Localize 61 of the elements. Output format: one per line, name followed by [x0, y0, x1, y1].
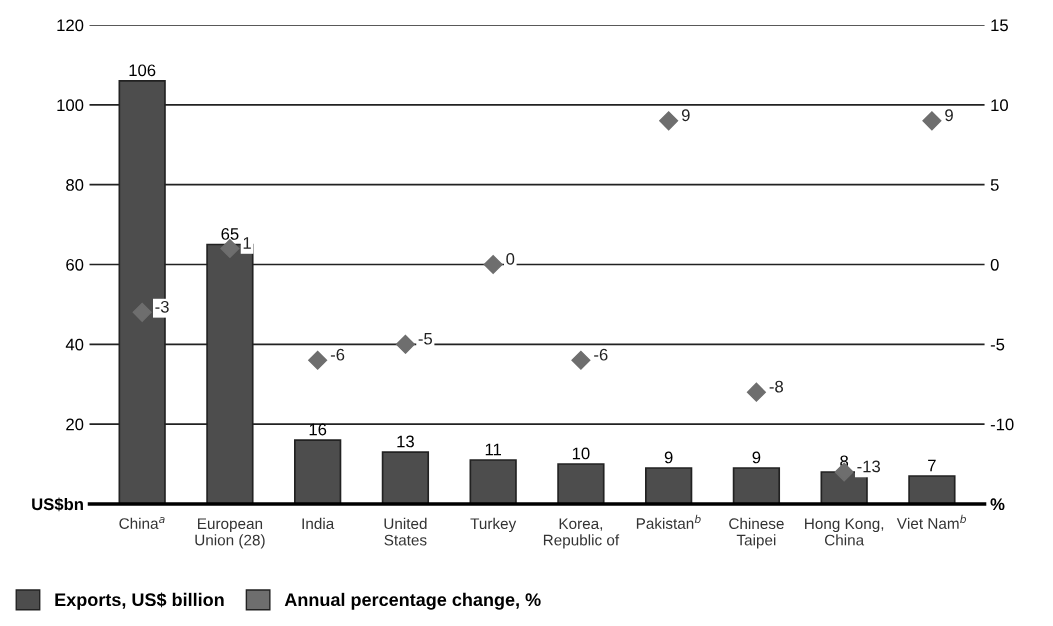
y-tick-label: 100 [57, 99, 84, 112]
y2-tick-label: 10 [991, 99, 1008, 112]
x-tick-label: European Union (28) [195, 518, 265, 549]
y2-tick-label: -5 [990, 338, 1005, 351]
data-label: 9 [945, 109, 953, 122]
x-tick-label: Hong Kong, China [805, 518, 884, 546]
data-label: -8 [769, 380, 783, 393]
bar [908, 475, 956, 504]
y2-tick-label: 0 [990, 258, 999, 271]
data-label: -6 [594, 348, 608, 361]
data-label: -13 [857, 460, 881, 473]
y2-tick-label: 15 [991, 19, 1008, 32]
x-tick-label: Turkey [470, 517, 517, 533]
y-tick-label: 120 [57, 19, 84, 32]
data-label: -3 [155, 300, 169, 313]
data-label: 106 [129, 64, 156, 77]
data-label: 10 [572, 447, 590, 460]
x-tick-label: United States [384, 517, 427, 546]
data-label: -6 [330, 348, 345, 361]
y-tick-label: US$bn [32, 497, 83, 512]
x-tick-label: Viet Nam$^{b}$ [896, 514, 967, 529]
data-label: 9 [681, 109, 690, 122]
y2-tick-label: % [990, 498, 1005, 511]
data-label: 9 [664, 451, 673, 464]
y2-tick-label: -10 [990, 418, 1014, 431]
data-label: 11 [485, 443, 501, 456]
point [571, 350, 591, 370]
point [132, 302, 152, 322]
point [746, 382, 766, 402]
point [483, 254, 503, 275]
data-label: 0 [506, 252, 515, 265]
legend-label: Exports, US$ billion [55, 592, 224, 610]
point [220, 238, 240, 259]
legend-label: Annual percentage change, % [284, 592, 541, 610]
data-label: 9 [752, 451, 761, 464]
y-tick-label: 80 [66, 179, 84, 191]
bar [469, 459, 517, 504]
bar [645, 467, 693, 504]
data-label: 7 [928, 459, 936, 472]
bar [557, 463, 605, 504]
point [395, 334, 415, 354]
y-tick-label: 40 [65, 338, 84, 351]
data-label: 13 [397, 435, 414, 448]
point [922, 111, 942, 131]
bar [732, 467, 781, 504]
bar [381, 451, 430, 504]
data-label: 1 [243, 237, 251, 249]
x-tick-label: China$^{a}$ [119, 516, 165, 529]
data-label: 16 [309, 423, 327, 436]
data-label: 65 [221, 228, 239, 240]
data-label: -5 [418, 332, 433, 345]
x-tick-label: Pakistan$^{b}$ [636, 514, 701, 529]
y-tick-label: 60 [66, 258, 84, 271]
y2-tick-label: 5 [990, 179, 999, 191]
bar [294, 439, 342, 504]
point [308, 350, 328, 370]
x-tick-label: Chinese Taipei [729, 517, 784, 549]
x-tick-label: India [302, 517, 335, 530]
y-tick-label: 20 [66, 418, 84, 431]
x-tick-label: Korea, Republic of [543, 518, 620, 549]
point [659, 111, 679, 131]
